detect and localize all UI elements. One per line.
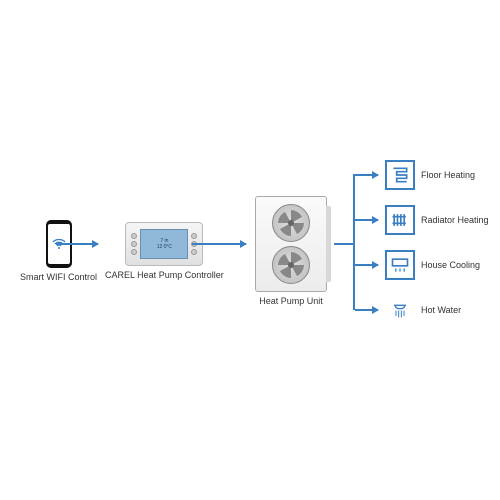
phone-node: Smart WIFI Control — [20, 220, 97, 282]
arrow-1 — [56, 243, 98, 245]
arrow-6 — [355, 309, 378, 311]
controller-label: CAREL Heat Pump Controller — [105, 270, 224, 280]
phone-label: Smart WIFI Control — [20, 272, 97, 282]
output-cooling: House Cooling — [385, 250, 480, 280]
hotwater-icon — [385, 295, 415, 325]
controller-left-buttons — [131, 233, 137, 255]
fan-bottom — [272, 246, 310, 284]
output-radiator: Radiator Heating — [385, 205, 489, 235]
connector-v — [353, 174, 355, 310]
output-label: House Cooling — [421, 260, 480, 270]
controller-node: 7 in 12 0°C CAREL Heat Pump Controller — [105, 222, 224, 280]
connector-h — [334, 243, 354, 245]
controller-screen: 7 in 12 0°C — [140, 229, 188, 259]
output-label: Hot Water — [421, 305, 461, 315]
fan-blades-icon — [275, 249, 307, 281]
output-floor-heating: Floor Heating — [385, 160, 475, 190]
cooling-icon — [385, 250, 415, 280]
output-label: Floor Heating — [421, 170, 475, 180]
arrow-3 — [355, 174, 378, 176]
output-label: Radiator Heating — [421, 215, 489, 225]
heatpump-node: Heat Pump Unit — [255, 196, 327, 306]
radiator-icon — [385, 205, 415, 235]
fan-blades-icon — [275, 207, 307, 239]
lcd-line2: 12 0°C — [157, 244, 172, 250]
floor-heating-icon — [385, 160, 415, 190]
output-hotwater: Hot Water — [385, 295, 461, 325]
fan-top — [272, 204, 310, 242]
arrow-5 — [355, 264, 378, 266]
arrow-2 — [192, 243, 246, 245]
heatpump-unit — [255, 196, 327, 292]
arrow-4 — [355, 219, 378, 221]
heatpump-label: Heat Pump Unit — [259, 296, 323, 306]
diagram-canvas: Smart WIFI Control 7 in 12 0°C CAREL Hea… — [0, 0, 500, 500]
